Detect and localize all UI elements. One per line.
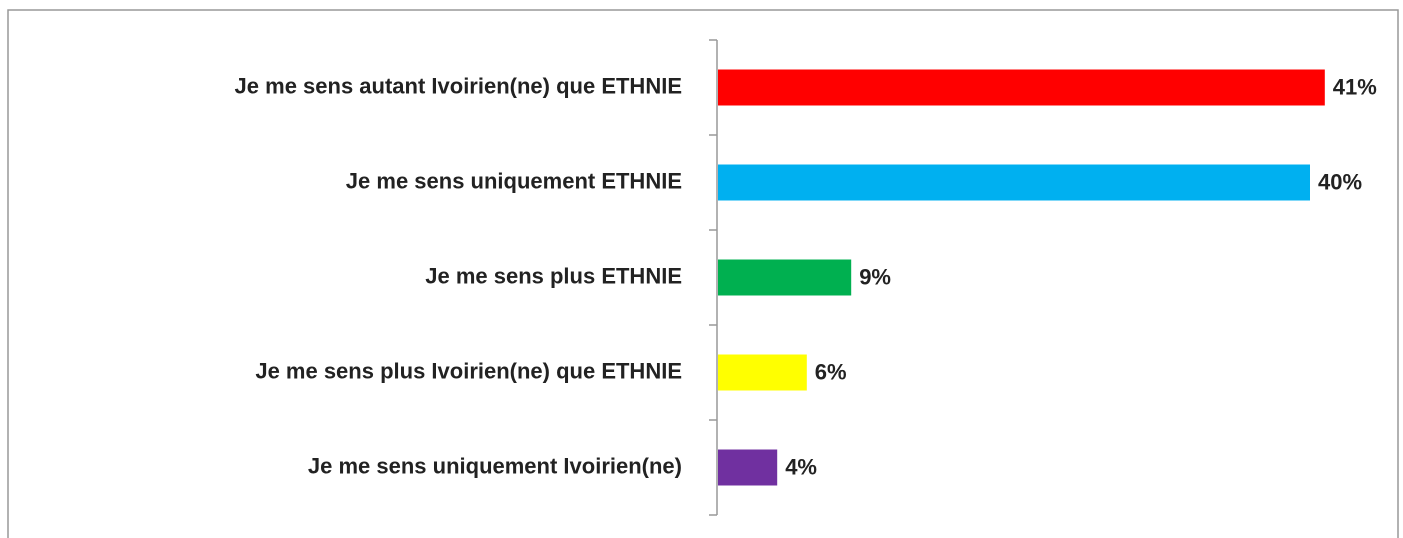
- value-label: 41%: [1333, 74, 1377, 99]
- value-label: 6%: [815, 359, 847, 384]
- category-label: Je me sens plus Ivoirien(ne) que ETHNIE: [255, 358, 682, 383]
- category-label: Je me sens autant Ivoirien(ne) que ETHNI…: [235, 73, 682, 98]
- chart-frame: [7, 9, 1399, 538]
- bar: [718, 354, 807, 391]
- value-label: 4%: [785, 454, 817, 479]
- value-label: 9%: [859, 264, 891, 289]
- category-label: Je me sens uniquement ETHNIE: [346, 168, 682, 193]
- category-label: Je me sens plus ETHNIE: [425, 263, 682, 288]
- bar: [718, 259, 852, 296]
- category-label: Je me sens uniquement Ivoirien(ne): [308, 453, 682, 478]
- bar: [718, 164, 1310, 201]
- bar: [718, 69, 1325, 106]
- value-label: 40%: [1318, 169, 1362, 194]
- bar: [718, 449, 778, 486]
